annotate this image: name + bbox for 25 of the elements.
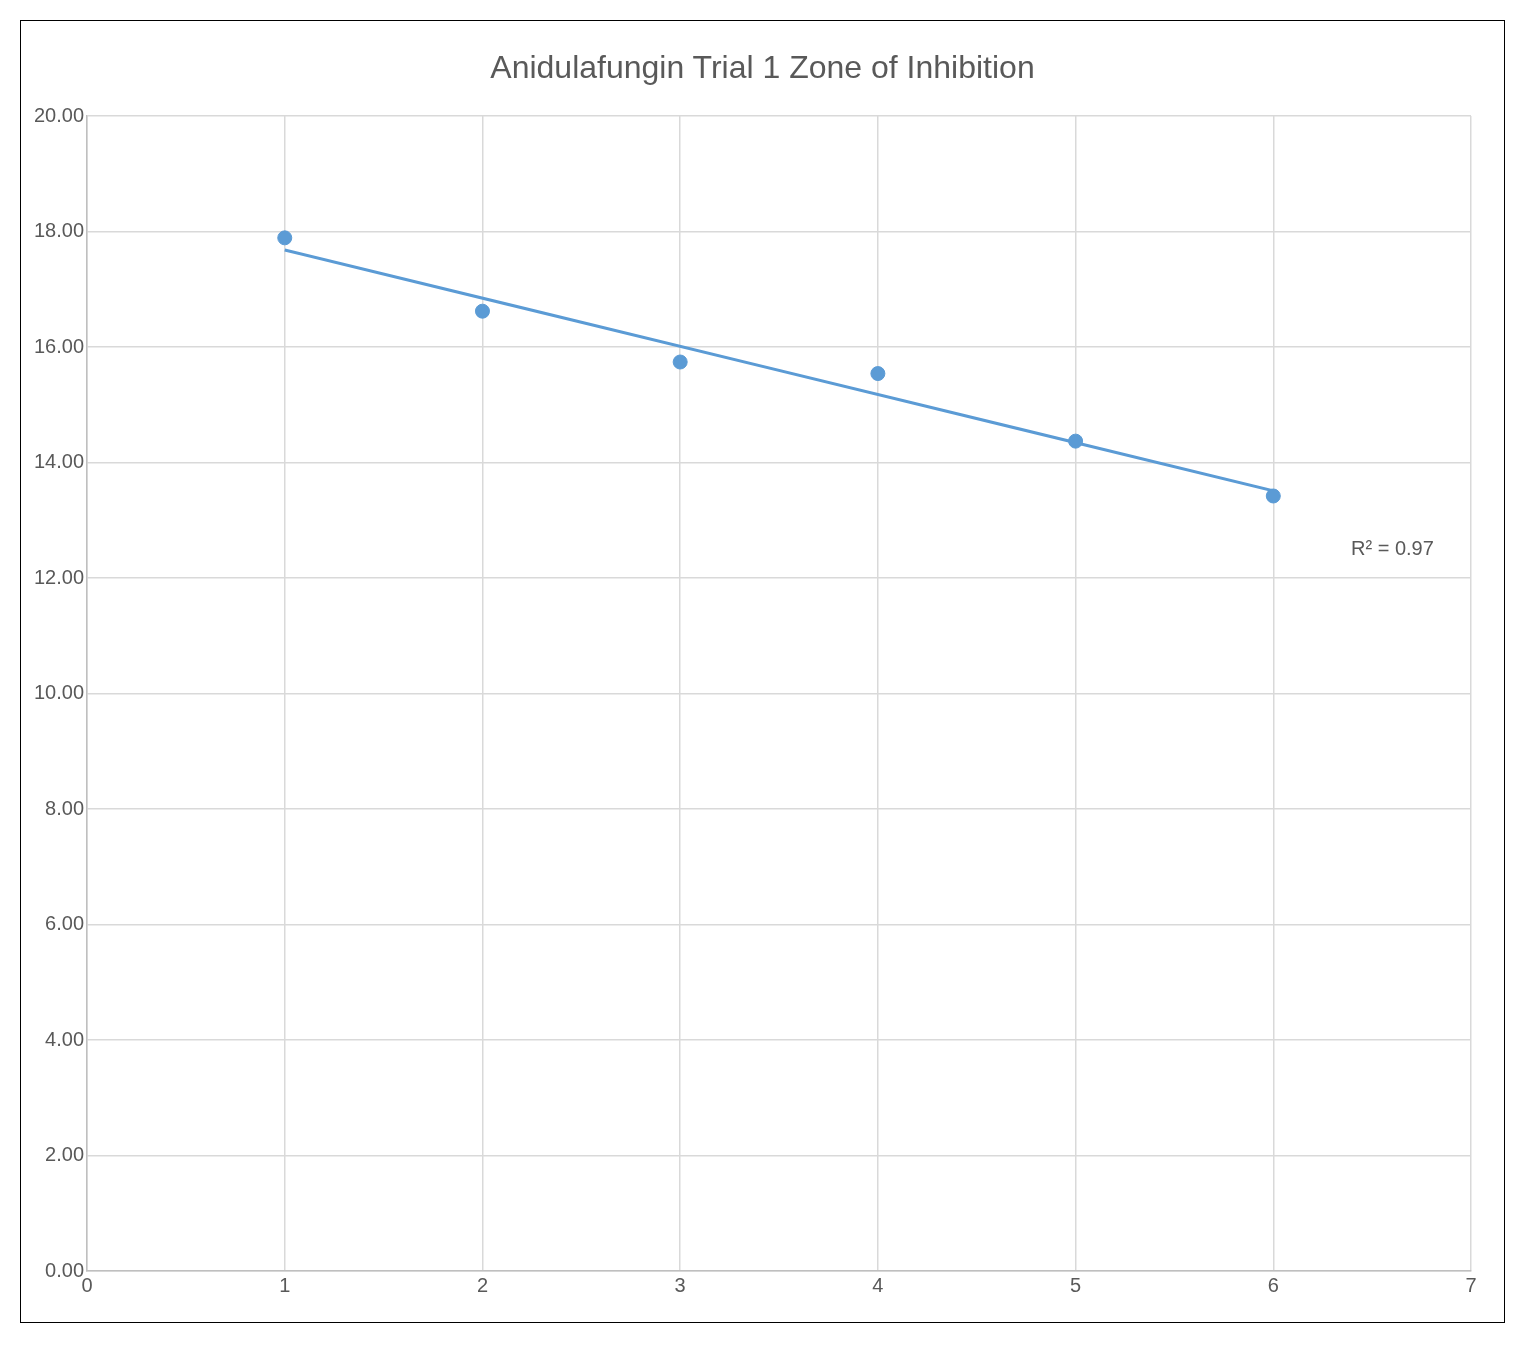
y-tick-label: 4.00 — [45, 1027, 85, 1050]
y-tick-label: 18.00 — [33, 219, 85, 242]
y-tick-label: 10.00 — [33, 681, 85, 704]
x-tick-label: 5 — [1070, 1273, 1082, 1296]
y-tick-label: 16.00 — [33, 334, 85, 357]
point — [870, 366, 886, 382]
y-tick-label: 2.00 — [45, 1143, 85, 1166]
x-tick-label: 4 — [872, 1273, 884, 1296]
y-tick-label: 6.00 — [45, 912, 85, 935]
point — [277, 230, 293, 246]
y-tick-label: 12.00 — [33, 565, 85, 588]
point — [1068, 433, 1084, 449]
x-tick-label: 3 — [674, 1273, 686, 1296]
annotation: R² = 0.97 — [1351, 536, 1434, 559]
point — [672, 354, 688, 370]
point — [1265, 488, 1281, 504]
y-tick-label: 14.00 — [33, 450, 85, 473]
x-tick-label: 6 — [1267, 1273, 1279, 1296]
point — [474, 303, 490, 319]
x-tick-label: 7 — [1465, 1273, 1477, 1296]
chart-title: Anidulafungin Trial 1 Zone of Inhibition — [489, 49, 1036, 86]
x-tick-label: 1 — [279, 1273, 291, 1296]
x-tick-label: 2 — [476, 1273, 489, 1296]
y-tick-label: 20.00 — [33, 103, 85, 126]
y-tick-label: 8.00 — [45, 796, 85, 819]
